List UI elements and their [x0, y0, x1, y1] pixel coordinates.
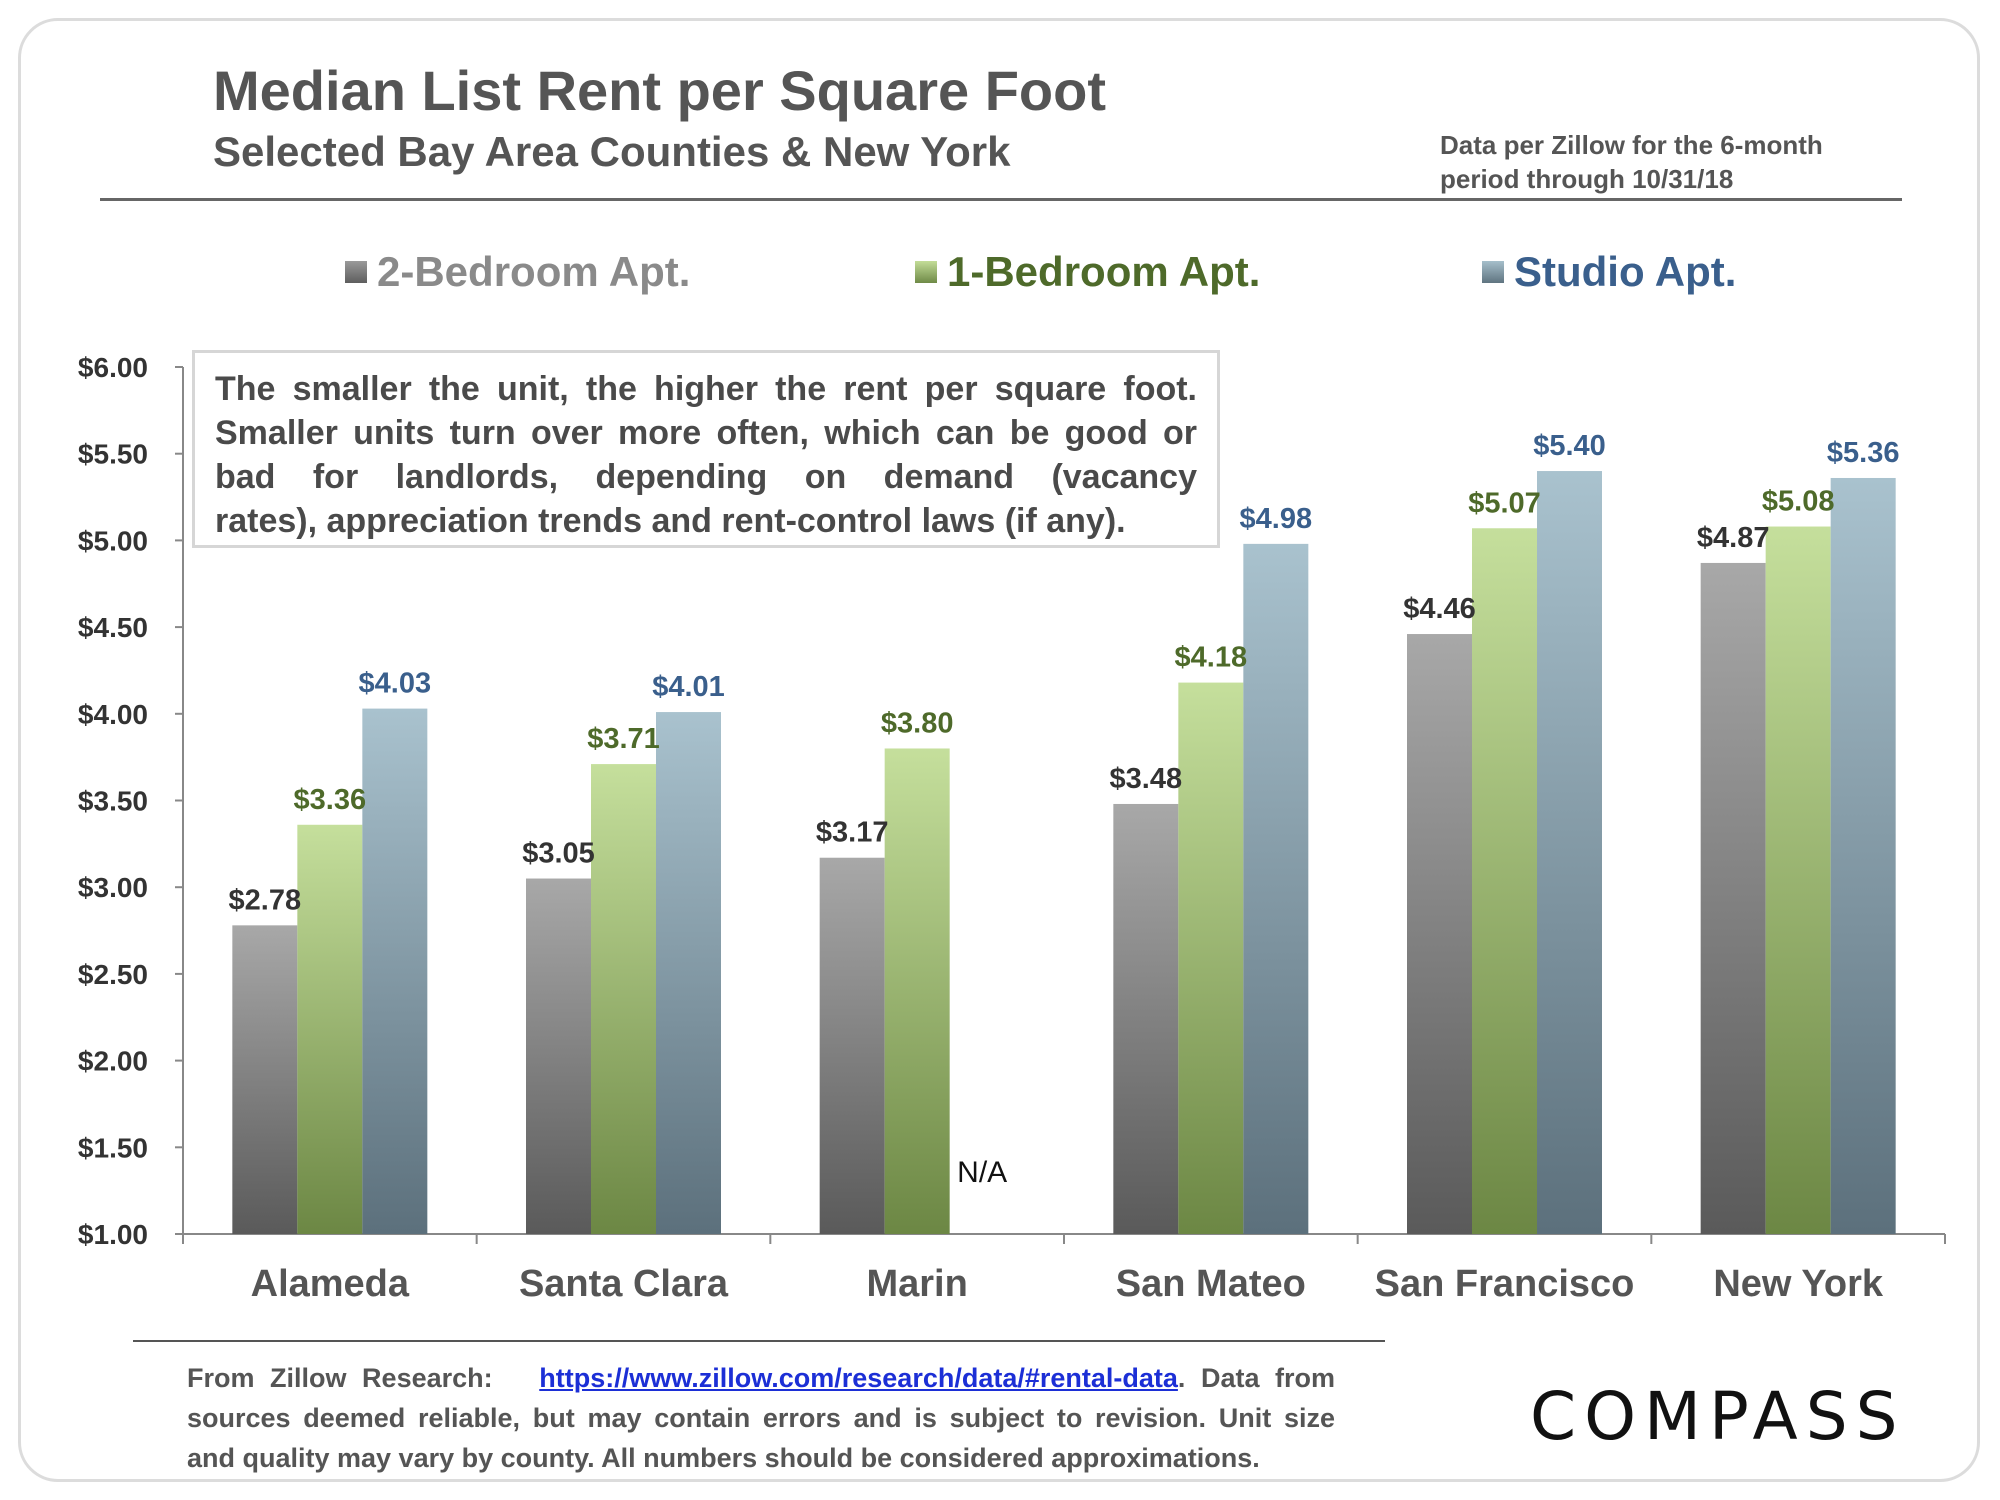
legend-item-studio: Studio Apt.: [1482, 248, 1736, 296]
bar-value-label: $3.48: [1110, 763, 1183, 795]
header-divider: [100, 198, 1902, 201]
callout-line: Smaller units turn over more often, whic…: [215, 414, 1197, 452]
bar-value-label: $5.08: [1762, 486, 1835, 518]
y-tick-label: $5.50: [78, 439, 148, 470]
y-axis: $1.00 $1.50 $2.00 $2.50 $3.00 $3.50 $4.00 $4.50…: [78, 352, 184, 1250]
bar-2-bedroom: [1407, 634, 1472, 1234]
legend-item-2-bedroom: 2-Bedroom Apt.: [345, 248, 690, 296]
slide-frame: [18, 18, 1980, 1482]
legend-label-studio: Studio Apt.: [1514, 248, 1737, 295]
bar-value-label: $5.40: [1533, 430, 1606, 462]
na-label: N/A: [957, 1156, 1007, 1189]
y-tick-label: $1.50: [78, 1132, 148, 1163]
bar-1-bedroom: [591, 764, 656, 1234]
x-tick-label: Santa Clara: [519, 1263, 729, 1305]
x-tick-label: San Mateo: [1116, 1263, 1306, 1305]
bar-value-labels: $2.78 $3.36 $4.03 $3.05 $3.71 $4.01 $3.17 $3.80…: [229, 430, 1900, 1189]
bar-value-label: $3.80: [881, 707, 954, 739]
bar-value-label: $4.87: [1697, 522, 1770, 554]
compass-logo: COMPASS: [1530, 1378, 1906, 1455]
bar-1-bedroom: [1765, 526, 1831, 1234]
y-tick-label: $6.00: [78, 352, 148, 383]
bar-value-label: $3.36: [294, 784, 367, 816]
legend-swatch-studio: [1482, 261, 1504, 283]
bars: [232, 471, 1896, 1234]
y-tick-label: $2.50: [78, 959, 148, 990]
bar-1-bedroom: [1178, 682, 1244, 1234]
bar-1-bedroom: [884, 748, 950, 1234]
y-tick-label: $1.00: [78, 1219, 148, 1250]
bar-studio: [1243, 543, 1309, 1234]
legend-swatch-1-bedroom: [915, 261, 937, 283]
x-tick-label: San Francisco: [1375, 1263, 1635, 1305]
footer-prefix: From Zillow Research:: [187, 1363, 493, 1393]
callout-line: The smaller the unit, the higher the ren…: [215, 370, 1197, 408]
x-tick-label: Marin: [866, 1263, 967, 1305]
bar-value-label: $5.36: [1827, 437, 1900, 469]
bar-value-label: $4.18: [1175, 642, 1248, 674]
footer-line: sources deemed reliable, but may contain…: [187, 1403, 1335, 1433]
bar-value-label: $3.05: [522, 838, 595, 870]
bar-studio: [656, 712, 721, 1234]
x-axis: Alameda Santa Clara Marin San Mateo San Fran…: [182, 1233, 1946, 1305]
footer-divider: [133, 1340, 1385, 1342]
footer-line: and quality may vary by county. All numb…: [187, 1443, 1260, 1473]
legend-label-1-bedroom: 1-Bedroom Apt.: [947, 248, 1261, 295]
callout-line: rates), appreciation trends and rent-con…: [215, 502, 1126, 540]
y-tick-label: $3.50: [78, 786, 148, 817]
bar-2-bedroom: [1700, 562, 1766, 1234]
bar-value-label: $2.78: [229, 884, 302, 916]
bar-2-bedroom: [819, 857, 885, 1234]
chart-title: Median List Rent per Square Foot: [213, 59, 1106, 122]
legend-swatch-2-bedroom: [345, 261, 367, 283]
y-tick-label: $2.00: [78, 1046, 148, 1077]
y-tick-label: $5.00: [78, 525, 148, 556]
bar-studio: [1830, 477, 1896, 1234]
zillow-research-link[interactable]: https://www.zillow.com/research/data/#re…: [539, 1363, 1178, 1393]
callout-line: bad for landlords, depending on demand (…: [215, 458, 1197, 496]
footer-line1-rest: . Data from: [1177, 1363, 1335, 1393]
bar-value-label: $4.01: [652, 671, 725, 703]
bar-studio: [1537, 471, 1602, 1234]
bar-2-bedroom: [232, 925, 298, 1234]
chart-subtitle: Selected Bay Area Counties & New York: [213, 128, 1011, 175]
bar-2-bedroom: [526, 878, 591, 1234]
bar-2-bedroom: [1113, 803, 1179, 1234]
bar-value-label: $4.46: [1403, 593, 1476, 625]
bar-value-label: $4.03: [359, 668, 432, 700]
bar-value-label: $4.98: [1240, 503, 1313, 535]
legend-label-2-bedroom: 2-Bedroom Apt.: [377, 248, 691, 295]
bar-value-label: $5.07: [1468, 487, 1541, 519]
y-tick-label: $3.00: [78, 872, 148, 903]
legend-item-1-bedroom: 1-Bedroom Apt.: [915, 248, 1260, 296]
footer-source: From Zillow Research: https://www.zillow…: [187, 1358, 1335, 1478]
y-tick-label: $4.00: [78, 699, 148, 730]
data-source-note: Data per Zillow for the 6-month period t…: [1440, 130, 1823, 194]
x-tick-label: New York: [1713, 1263, 1884, 1305]
bar-studio: [362, 708, 428, 1234]
bar-value-label: $3.71: [587, 723, 660, 755]
footer-line: From Zillow Research: https://www.zillow…: [187, 1358, 1335, 1398]
bar-1-bedroom: [297, 824, 363, 1234]
x-tick-label: Alameda: [251, 1263, 410, 1305]
annotation-callout: The smaller the unit, the higher the ren…: [192, 350, 1220, 548]
y-tick-label: $4.50: [78, 612, 148, 643]
bar-value-label: $3.17: [816, 817, 889, 849]
bar-1-bedroom: [1472, 528, 1537, 1234]
